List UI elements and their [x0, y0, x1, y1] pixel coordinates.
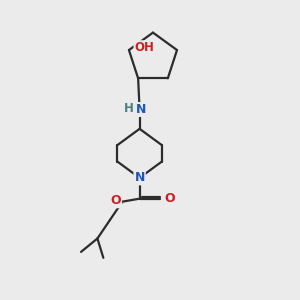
Text: N: N [136, 103, 146, 116]
Text: OH: OH [134, 41, 154, 54]
Text: O: O [164, 192, 175, 205]
Text: N: N [134, 171, 145, 184]
Text: O: O [110, 194, 121, 207]
Text: H: H [123, 102, 133, 116]
